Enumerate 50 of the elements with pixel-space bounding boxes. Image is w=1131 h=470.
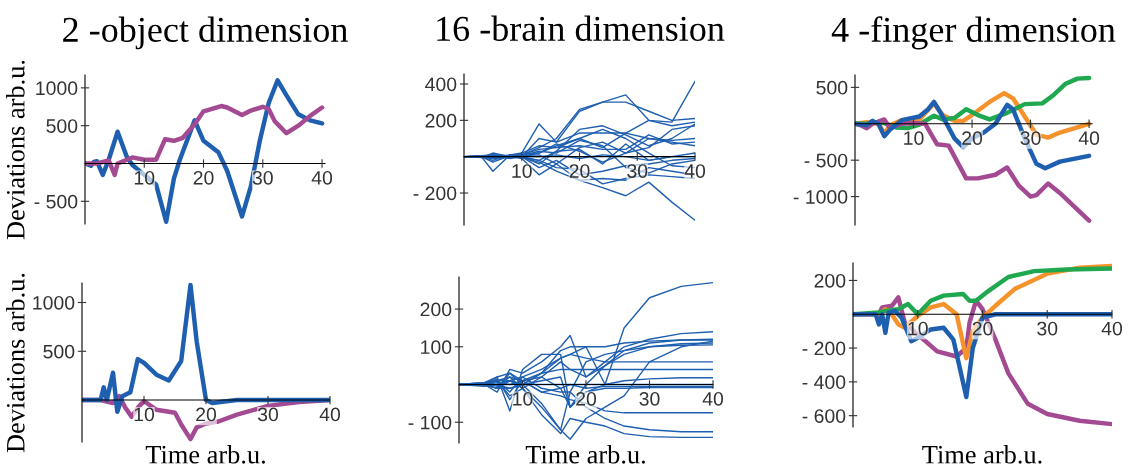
chart-title: 4 -finger dimension bbox=[831, 16, 1116, 50]
y-tick-label: 200 bbox=[814, 273, 846, 288]
x-tick-label: 40 bbox=[319, 407, 341, 422]
y-axis-title: Deviations arb.u. bbox=[6, 60, 25, 240]
x-tick-label: 40 bbox=[311, 170, 333, 185]
x-tick-label: 40 bbox=[1078, 131, 1100, 146]
x-tick-label: 10 bbox=[134, 407, 155, 422]
x-tick-label: 10 bbox=[134, 170, 155, 185]
x-tick-label: 20 bbox=[196, 407, 217, 422]
x-tick-label: 20 bbox=[576, 391, 597, 406]
y-tick-label: 100 bbox=[421, 340, 452, 355]
x-axis-title: Time arb.u. bbox=[525, 445, 645, 464]
y-tick-label: 500 bbox=[43, 344, 75, 359]
x-tick-label: 20 bbox=[193, 170, 214, 185]
y-tick-label: - 200 bbox=[413, 186, 457, 201]
x-tick-label: 30 bbox=[252, 170, 273, 185]
chart-title: 16 -brain dimension bbox=[437, 15, 725, 42]
y-tick-label: 500 bbox=[46, 119, 78, 133]
x-tick-label: 30 bbox=[639, 391, 660, 406]
y-tick-label: - 500 bbox=[804, 153, 848, 168]
y-tick-label: - 1000 bbox=[793, 190, 848, 204]
x-tick-label: 30 bbox=[1037, 321, 1058, 336]
y-tick-label: 1000 bbox=[36, 81, 78, 96]
x-tick-label: 20 bbox=[972, 321, 993, 336]
y-tick-label: 200 bbox=[420, 302, 452, 317]
y-tick-label: - 100 bbox=[408, 415, 452, 430]
y-tick-label: - 500 bbox=[34, 194, 78, 209]
y-tick-label: 400 bbox=[425, 77, 457, 92]
x-tick-label: 10 bbox=[512, 164, 532, 178]
x-tick-label: 30 bbox=[257, 407, 279, 422]
x-tick-label: 40 bbox=[684, 164, 706, 178]
y-tick-label: - 200 bbox=[802, 341, 846, 356]
x-axis-title: Time arb.u. bbox=[145, 445, 265, 464]
x-tick-label: 20 bbox=[569, 164, 590, 178]
y-tick-label: 200 bbox=[425, 113, 457, 128]
x-tick-label: 30 bbox=[627, 164, 648, 178]
x-axis-title: Time arb.u. bbox=[922, 445, 1042, 464]
x-tick-label: 40 bbox=[702, 391, 724, 406]
y-axis-title: Deviations arb.u. bbox=[6, 273, 25, 453]
x-tick-label: 40 bbox=[1101, 321, 1123, 336]
y-tick-label: 500 bbox=[816, 80, 848, 95]
y-tick-label: - 400 bbox=[802, 375, 846, 390]
x-tick-label: 10 bbox=[904, 131, 924, 146]
y-tick-label: - 600 bbox=[802, 409, 846, 423]
x-tick-label: 10 bbox=[908, 321, 928, 336]
x-tick-label: 30 bbox=[1020, 131, 1041, 146]
chart-title: 2 -object dimension bbox=[63, 16, 348, 50]
y-tick-label: 1000 bbox=[33, 295, 75, 310]
x-tick-label: 20 bbox=[962, 131, 983, 146]
x-tick-label: 10 bbox=[513, 391, 533, 406]
